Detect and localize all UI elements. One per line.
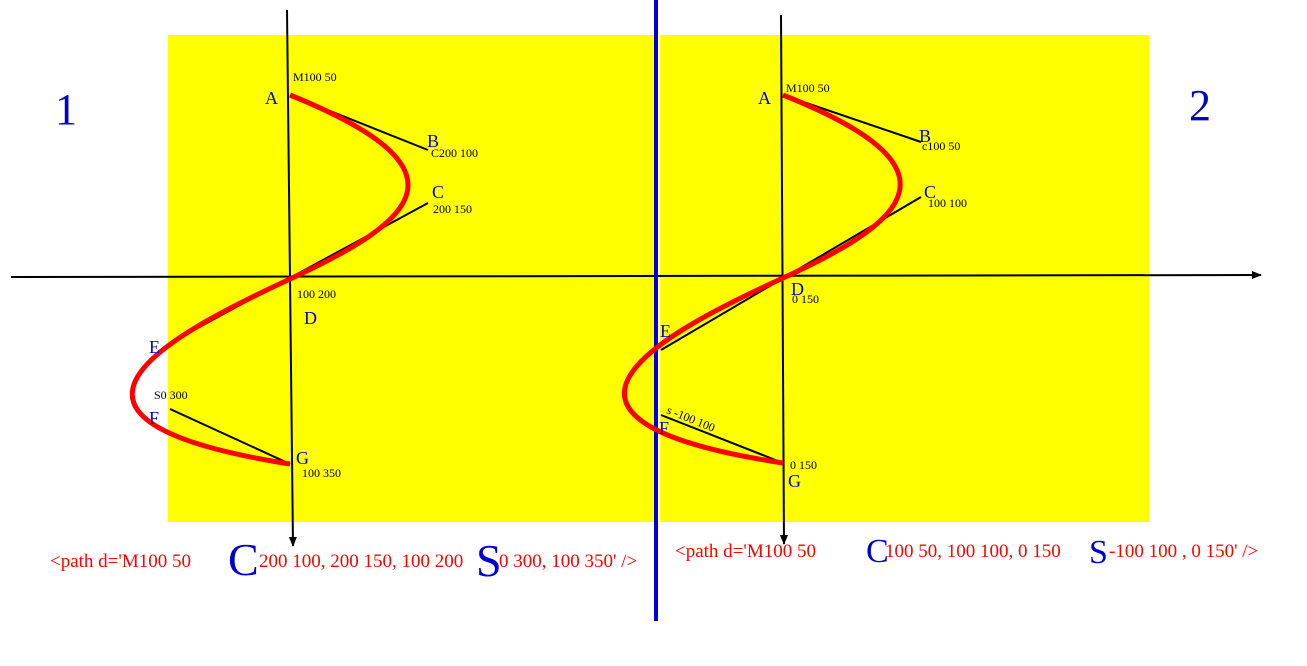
panel-1-bezier-curve: [129, 92, 411, 467]
panel-2-code-suffix: -100 100 , 0 150' />: [1109, 541, 1258, 562]
panel-2-point-f: F: [659, 418, 669, 438]
panel-1-code-cmd-c: C: [228, 534, 259, 585]
panel-2-number: 2: [1189, 81, 1211, 130]
panel-2-point-a: A: [758, 88, 771, 108]
panel-1-point-b: B: [427, 131, 439, 151]
panel-1-code-prefix: <path d='M100 50: [50, 551, 191, 572]
panel-1-code-mid: 200 100, 200 150, 100 200: [259, 551, 463, 572]
panel-1-number: 1: [55, 85, 77, 134]
panel-1-point-e: E: [149, 337, 160, 357]
panel-2-background: [660, 35, 1149, 522]
panel-2-code-cmd-c: C: [866, 533, 889, 570]
panel-1-code-suffix: 0 300, 100 350' />: [499, 551, 637, 572]
panel-1-code-cmd-s: S: [476, 535, 502, 586]
panel-2-point-g: G: [788, 471, 801, 491]
panel-1-point-d: D: [304, 308, 317, 328]
panel-2-coord-c: 100 100: [928, 196, 967, 210]
panel-2-coord-d: 0 150: [792, 292, 819, 306]
panel-2-point-c: C: [924, 182, 936, 202]
panel-2-coord-b: c100 50: [922, 139, 960, 153]
panel-1-point-c: C: [432, 182, 444, 202]
panel-2-code-prefix: <path d='M100 50: [675, 541, 816, 562]
panel-1-coord-g: 100 350: [302, 466, 341, 480]
panel-2-point-d: D: [791, 279, 804, 299]
panel-2-tangent-fg: [660, 414, 784, 464]
panel-1-coord-d: 100 200: [297, 287, 336, 301]
panel-1-coord-b: C200 100: [431, 146, 478, 160]
panel-2-bezier-curve: [622, 92, 903, 466]
panel-2-code-mid: 100 50, 100 100, 0 150: [885, 541, 1061, 562]
panel-2-coord-g: 0 150: [790, 458, 817, 472]
panel-1-coord-c: 200 150: [433, 202, 472, 216]
panel-1-coord-f: S0 300: [154, 388, 188, 402]
panel-1-point-f: F: [149, 408, 159, 428]
panel-2-code-cmd-s: S: [1089, 534, 1108, 571]
panel-2-point-b: B: [919, 126, 931, 146]
panel-1-coord-a: M100 50: [293, 70, 337, 84]
panel-1-point-g: G: [296, 448, 309, 468]
panel-1-point-a: A: [265, 88, 278, 108]
panel-2-coord-a: M100 50: [786, 81, 830, 95]
x-axis: [10, 271, 1262, 280]
panel-1-background: [168, 35, 656, 522]
panel-2-point-e: E: [660, 321, 671, 341]
panel-1-tangent-fg: [169, 408, 291, 465]
